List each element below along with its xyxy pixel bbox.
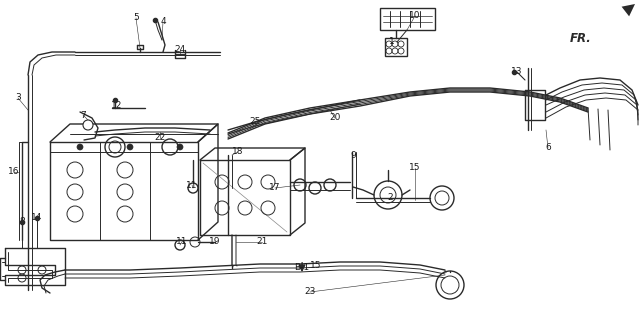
Text: 6: 6 bbox=[545, 144, 551, 153]
Text: 15: 15 bbox=[409, 163, 420, 172]
Text: 25: 25 bbox=[250, 117, 260, 126]
Text: 13: 13 bbox=[511, 68, 523, 77]
Text: 12: 12 bbox=[111, 101, 123, 110]
Text: FR.: FR. bbox=[570, 32, 592, 45]
Text: 18: 18 bbox=[232, 148, 244, 157]
Text: 8: 8 bbox=[19, 218, 25, 227]
Text: 3: 3 bbox=[15, 94, 21, 103]
Text: 1: 1 bbox=[389, 38, 395, 46]
Text: 16: 16 bbox=[8, 167, 20, 176]
Text: 21: 21 bbox=[256, 237, 268, 246]
Text: 14: 14 bbox=[31, 214, 43, 223]
Text: 4: 4 bbox=[160, 17, 166, 26]
Text: B-1: B-1 bbox=[294, 264, 310, 272]
Text: 15: 15 bbox=[310, 260, 322, 269]
Text: 20: 20 bbox=[330, 113, 340, 122]
Circle shape bbox=[127, 144, 133, 150]
Text: 10: 10 bbox=[409, 11, 420, 20]
Text: 24: 24 bbox=[174, 46, 186, 55]
Text: 17: 17 bbox=[269, 184, 281, 193]
Text: 11: 11 bbox=[176, 237, 188, 246]
Text: 22: 22 bbox=[154, 134, 166, 143]
Text: 2: 2 bbox=[387, 193, 393, 202]
Text: 23: 23 bbox=[304, 287, 316, 296]
Text: 9: 9 bbox=[350, 150, 356, 160]
Text: 7: 7 bbox=[80, 110, 86, 119]
Text: 19: 19 bbox=[209, 237, 221, 246]
Text: 11: 11 bbox=[186, 180, 198, 189]
Circle shape bbox=[177, 144, 183, 150]
Circle shape bbox=[83, 120, 93, 130]
Text: 5: 5 bbox=[133, 14, 139, 23]
Circle shape bbox=[77, 144, 83, 150]
